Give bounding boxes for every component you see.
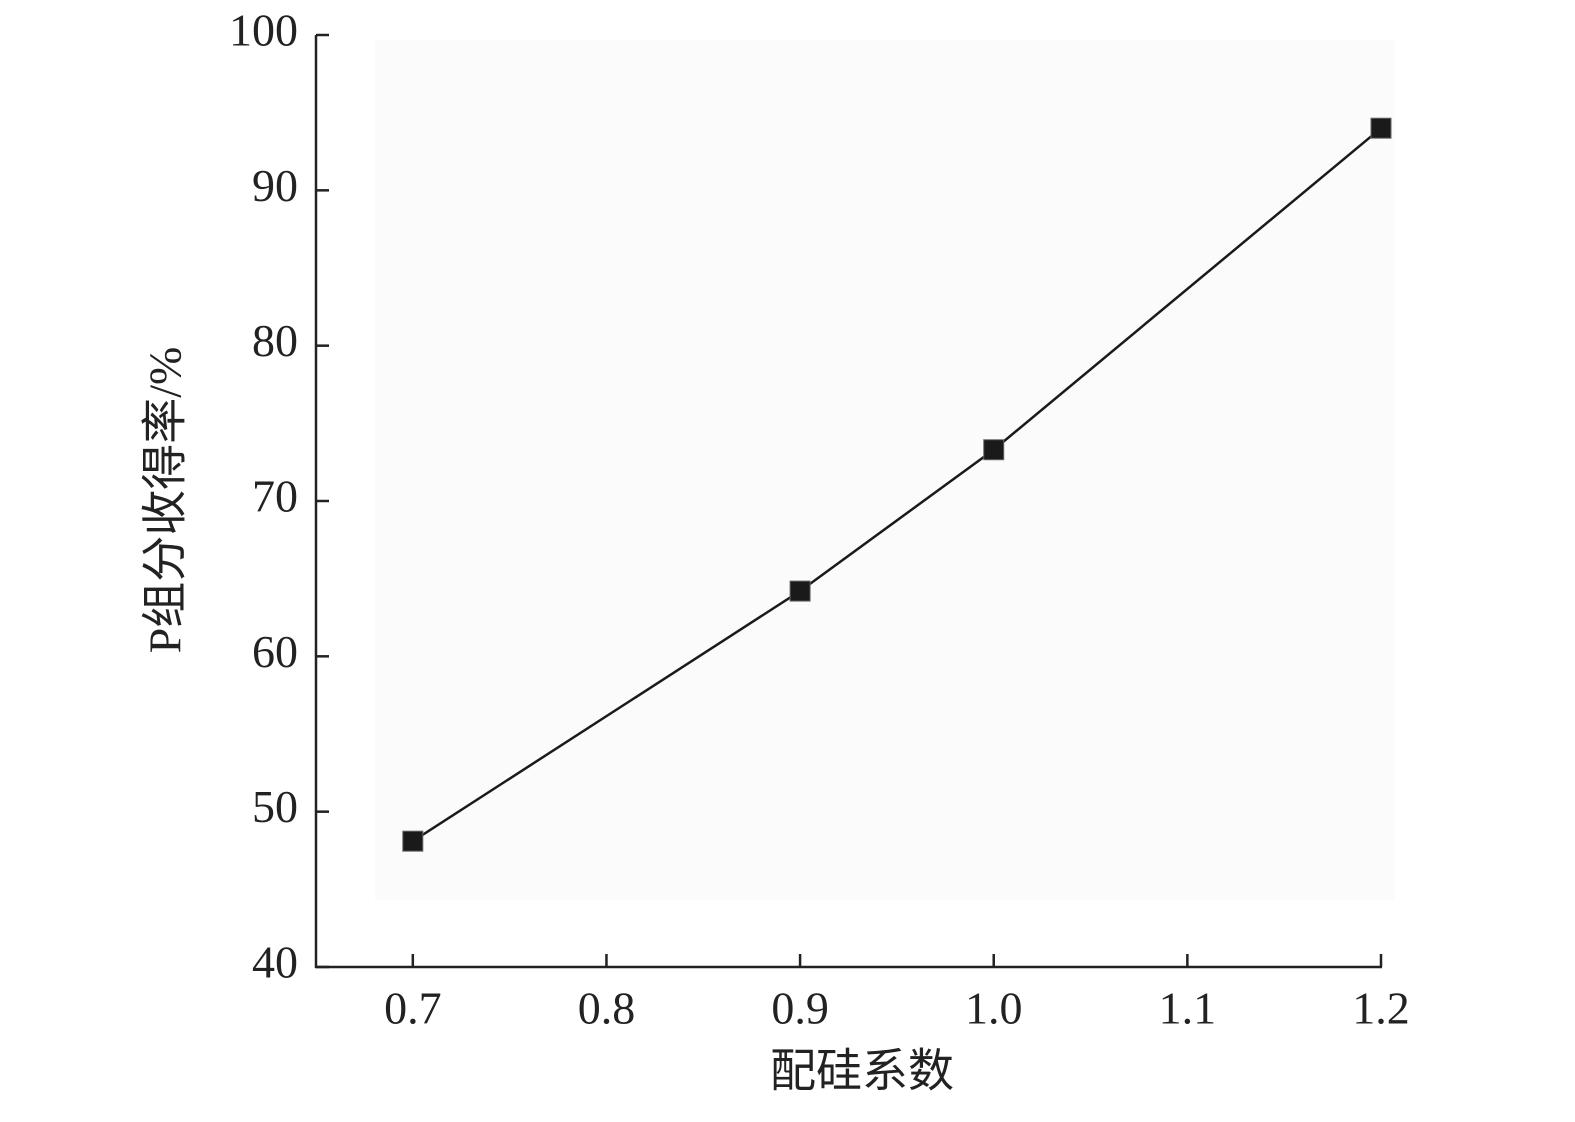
plot-background — [375, 40, 1395, 900]
y-tick-label: 90 — [252, 160, 298, 211]
marker — [1370, 117, 1392, 139]
x-tick-label: 1.0 — [965, 983, 1023, 1034]
x-tick-label: 0.8 — [578, 983, 636, 1034]
x-tick-label: 1.2 — [1352, 983, 1410, 1034]
x-tick-label: 1.1 — [1159, 983, 1217, 1034]
y-axis-label: P组分收得率/% — [140, 347, 191, 654]
y-tick-label: 80 — [252, 315, 298, 366]
x-tick-label: 0.9 — [771, 983, 829, 1034]
marker — [402, 830, 424, 852]
y-tick-label: 100 — [229, 5, 298, 56]
marker — [983, 439, 1005, 461]
x-tick-label: 0.7 — [384, 983, 442, 1034]
y-tick-label: 50 — [252, 781, 298, 832]
x-axis-label: 配硅系数 — [770, 1046, 954, 1097]
line — [412, 127, 1382, 843]
y-tick-label: 70 — [252, 471, 298, 522]
marker — [789, 580, 811, 602]
y-tick-label: 40 — [252, 937, 298, 988]
y-tick-label: 60 — [252, 626, 298, 677]
